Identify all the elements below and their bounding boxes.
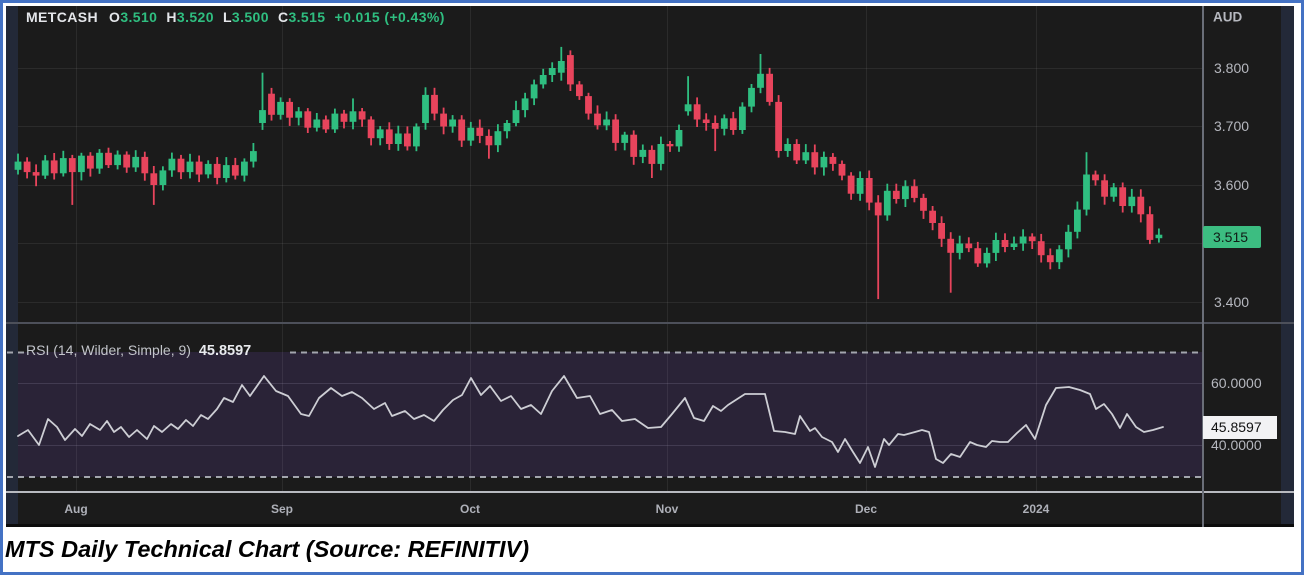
svg-text:40.0000: 40.0000: [1211, 437, 1262, 453]
svg-text:Nov: Nov: [656, 502, 679, 516]
svg-text:3.515: 3.515: [1213, 229, 1248, 245]
svg-text:3.600: 3.600: [1214, 177, 1249, 193]
svg-text:3.700: 3.700: [1214, 118, 1249, 134]
svg-text:Dec: Dec: [855, 502, 877, 516]
svg-text:3.400: 3.400: [1214, 294, 1249, 310]
svg-text:AUD: AUD: [1213, 10, 1242, 25]
svg-text:Oct: Oct: [460, 502, 480, 516]
svg-text:45.8597: 45.8597: [1211, 419, 1262, 435]
svg-text:3.800: 3.800: [1214, 60, 1249, 76]
svg-text:2024: 2024: [1023, 502, 1050, 516]
svg-text:Sep: Sep: [271, 502, 293, 516]
svg-text:60.0000: 60.0000: [1211, 375, 1262, 391]
svg-text:RSI (14, Wilder, Simple, 9) 45: RSI (14, Wilder, Simple, 9) 45.8597: [26, 342, 251, 359]
svg-text:Aug: Aug: [64, 502, 87, 516]
svg-text:MTS Daily Technical Chart (Sou: MTS Daily Technical Chart (Source: REFIN…: [5, 536, 529, 562]
